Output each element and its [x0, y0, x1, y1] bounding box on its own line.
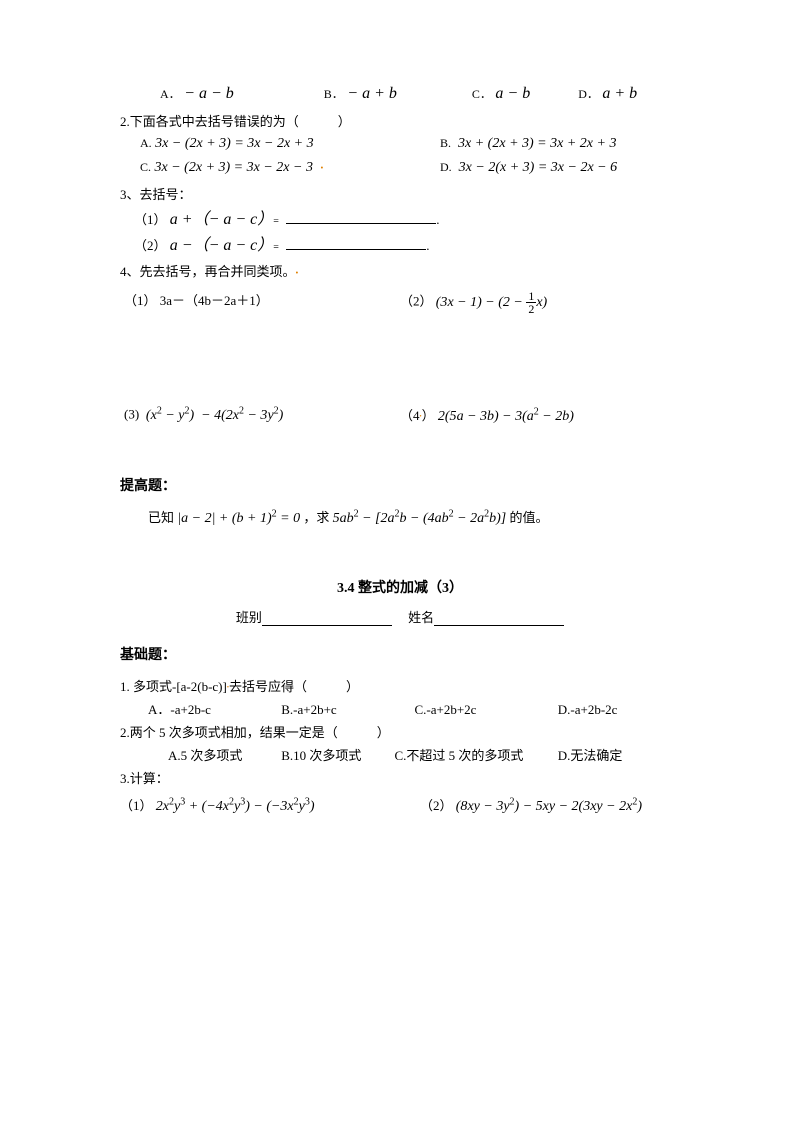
math-expr: a +（− a − c）=	[170, 211, 279, 228]
math-expr: 3x − (2x + 3) = 3x − 2x − 3	[155, 160, 313, 175]
q1-option-a: A． − a − b	[160, 85, 234, 103]
s2-q3-sub1: （1） 2x2y3 + (−4x2y3) − (−3x2y3)	[120, 795, 420, 815]
q2-b: B. 3x + (2x + 3) = 3x + 2x + 3	[440, 136, 616, 152]
sub-label: (3)	[124, 407, 139, 422]
math-expr: 3a－（4b－2a＋1）	[160, 293, 269, 308]
q1-option-c: C． a − b	[472, 85, 530, 103]
math-expr: 5ab2 − [2a2b − (4ab2 − 2a2b)]	[333, 511, 507, 526]
s2-q2-title: 2.两个 5 次多项式相加，结果一定是（ ）	[120, 722, 680, 741]
math-expr: a − b	[495, 85, 530, 102]
dot-icon: •	[227, 685, 229, 691]
q2-title: 2.下面各式中去括号错误的为（ ）	[120, 111, 680, 130]
q2-row-2: C. 3x − (2x + 3) = 3x − 2x − 3 • D. 3x −…	[120, 160, 680, 176]
q3-sub-2: （2） a −（− a − c）= .	[120, 231, 680, 255]
dot-icon: •	[316, 163, 323, 172]
q4-title-text: 4、先去括号，再合并同类项。	[120, 264, 296, 279]
s2-q1-options: A．-a+2b-c B.-a+2b+c C.-a+2b+2c D.-a+2b-2…	[120, 699, 680, 718]
s2-q1-title: 1. 多项式-[a-2(b-c)]•去括号应得（ ）	[120, 676, 680, 695]
s2-q3-row: （1） 2x2y3 + (−4x2y3) − (−3x2y3) （2） (8xy…	[120, 795, 680, 815]
sub-label: （1）	[120, 798, 153, 813]
q4-sub-4: （4•） 2(5a − 3b) − 3(a2 − 2b)	[400, 405, 574, 425]
q4-sub-3: (3) (x2 − y2) − 4(2x2 − 3y2)	[120, 405, 400, 425]
opt-label: B．	[324, 87, 344, 101]
q2-row-1: A. 3x − (2x + 3) = 3x − 2x + 3 B. 3x + (…	[120, 136, 680, 152]
opt-label: C.	[140, 160, 151, 174]
s2-q1-a: A．-a+2b-c	[148, 699, 278, 718]
math-expr: − a + b	[347, 85, 397, 102]
math-expr: − a − b	[184, 85, 234, 102]
basic-title: 基础题：	[120, 644, 680, 664]
q1-option-d: D． a + b	[578, 85, 637, 103]
sub-label: （2）	[134, 238, 167, 253]
form-row: 班别 姓名	[120, 607, 680, 626]
fill-blank[interactable]	[286, 210, 436, 224]
class-label: 班别	[236, 610, 262, 625]
q4-row-1: （1） 3a－（4b－2a＋1） （2） (3x − 1) − (2 − 12x…	[120, 290, 680, 315]
opt-label: A.	[140, 136, 152, 150]
q2-d: D. 3x − 2(x + 3) = 3x − 2x − 6	[440, 160, 617, 176]
math-expr: (3x − 1) − (2 − 12x)	[436, 295, 547, 310]
opt-label: A．	[160, 87, 181, 101]
sub-label: （1）	[134, 212, 167, 227]
s2-q2-a: A.5 次多项式	[168, 745, 278, 764]
q4-sub-1: （1） 3a－（4b－2a＋1）	[120, 290, 400, 315]
s2-q1-c: C.-a+2b+2c	[415, 702, 555, 718]
dot-icon: •	[420, 414, 422, 420]
text: 已知	[148, 510, 174, 525]
fill-blank[interactable]	[286, 236, 426, 250]
s2-q2-c: C.不超过 5 次的多项式	[395, 745, 555, 764]
math-expr: 2(5a − 3b) − 3(a2 − 2b)	[438, 409, 574, 424]
advanced-title: 提高题：	[120, 475, 680, 495]
q4-row-2: (3) (x2 − y2) − 4(2x2 − 3y2) （4•） 2(5a −…	[120, 405, 680, 425]
name-label: 姓名	[408, 610, 434, 625]
dot-icon: •	[296, 269, 299, 278]
opt-label: C．	[472, 87, 492, 101]
sub-label: （4•）	[400, 408, 435, 423]
math-expr: 2x2y3 + (−4x2y3) − (−3x2y3)	[156, 799, 315, 814]
math-expr: 3x − (2x + 3) = 3x − 2x + 3	[155, 136, 313, 151]
math-expr: a + b	[602, 85, 637, 102]
s2-q2-options: A.5 次多项式 B.10 次多项式 C.不超过 5 次的多项式 D.无法确定	[120, 745, 680, 764]
opt-label: B.	[440, 136, 451, 150]
sub-label: （2）	[400, 294, 433, 309]
s2-q3-sub2: （2） (8xy − 3y2) − 5xy − 2(3xy − 2x2)	[420, 795, 642, 815]
opt-label: D.	[440, 160, 452, 174]
s2-q3-title: 3.计算：	[120, 768, 680, 787]
q4-title: 4、先去括号，再合并同类项。•	[120, 261, 680, 280]
math-expr: 3x + (2x + 3) = 3x + 2x + 3	[455, 136, 617, 151]
period: .	[436, 212, 439, 227]
period: .	[426, 238, 429, 253]
q1-option-b: B． − a + b	[324, 85, 397, 103]
s2-q2-d: D.无法确定	[558, 745, 623, 764]
s2-q1-b: B.-a+2b+c	[281, 702, 411, 718]
text: ，求	[303, 510, 332, 525]
section-title: 3.4 整式的加减（3）	[120, 577, 680, 597]
math-expr: (x2 − y2) − 4(2x2 − 3y2)	[142, 408, 283, 423]
sub-label: （1）	[124, 293, 157, 308]
math-expr: a −（− a − c）=	[170, 237, 279, 254]
q1-options: A． − a − b B． − a + b C． a − b D． a + b	[120, 85, 680, 103]
q2-c: C. 3x − (2x + 3) = 3x − 2x − 3 •	[140, 160, 440, 176]
text: 的值。	[509, 510, 548, 525]
sub-label: （2）	[420, 798, 453, 813]
frac-den: 2	[526, 303, 536, 315]
q4-sub-2: （2） (3x − 1) − (2 − 12x)	[400, 290, 547, 315]
name-input[interactable]	[434, 612, 564, 626]
q3-sub-1: （1） a +（− a − c）= .	[120, 205, 680, 229]
math-expr: (8xy − 3y2) − 5xy − 2(3xy − 2x2)	[456, 799, 642, 814]
math-expr: |a − 2| + (b + 1)2 = 0	[177, 511, 300, 526]
q2-a: A. 3x − (2x + 3) = 3x − 2x + 3	[140, 136, 440, 152]
q3-title: 3、去括号：	[120, 184, 680, 203]
opt-label: D．	[578, 87, 599, 101]
advanced-problem: 已知 |a − 2| + (b + 1)2 = 0 ，求 5ab2 − [2a2…	[120, 507, 680, 527]
math-expr: 3x − 2(x + 3) = 3x − 2x − 6	[455, 160, 617, 175]
s2-q2-b: B.10 次多项式	[281, 745, 391, 764]
class-input[interactable]	[262, 612, 392, 626]
s2-q1-d: D.-a+2b-2c	[558, 702, 618, 718]
